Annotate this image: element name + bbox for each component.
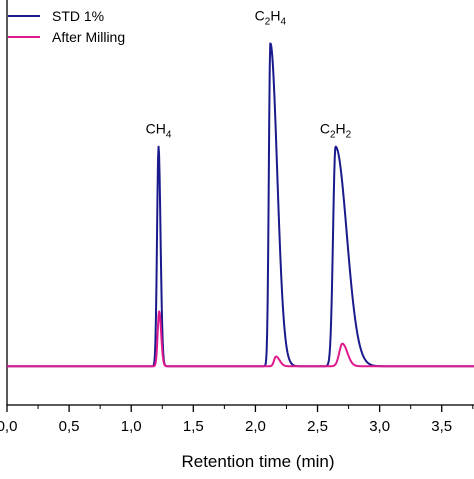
peak-label-0: CH4 [146, 121, 172, 141]
peak-label-1: C2H4 [255, 8, 287, 28]
x-tick-label: 3,5 [431, 418, 452, 435]
x-tick-label: 1,5 [183, 418, 204, 435]
legend-label-after-milling: After Milling [52, 29, 125, 45]
x-tick-label: 2,5 [307, 418, 328, 435]
x-tick-label: 0,5 [59, 418, 80, 435]
legend: STD 1% After Milling [8, 8, 125, 45]
x-tick-label: 3,0 [369, 418, 390, 435]
x-tick-label: 0,0 [0, 418, 17, 435]
series-layer [6, 42, 474, 368]
peak-annotations: CH4 C2H4 C2H2 [146, 8, 352, 141]
series-line-after-milling [6, 310, 474, 368]
peak-label-2: C2H2 [320, 121, 352, 141]
x-tick-label: 1,0 [121, 418, 142, 435]
x-axis-label: Retention time (min) [181, 452, 334, 471]
x-axis-ticks: 0,0 0,5 1,0 1,5 2,0 2,5 3,0 3,5 [0, 405, 474, 435]
legend-label-std: STD 1% [52, 8, 104, 24]
series-line-std [6, 42, 474, 368]
x-tick-label: 2,0 [245, 418, 266, 435]
plot-frame [6, 0, 474, 406]
